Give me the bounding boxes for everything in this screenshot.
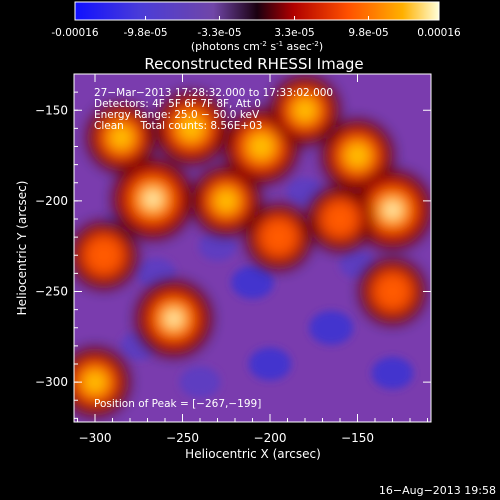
heatmap-hot-peak [248, 133, 275, 160]
colorbar-tick-label: 3.3e-05 [274, 27, 314, 39]
colorbar-tick-label: -9.8e-05 [123, 27, 167, 39]
heatmap-cold-spot [136, 258, 176, 289]
info-detectors: Detectors: 4F 5F 6F 7F 8F, Att 0 [94, 98, 261, 110]
info-energy-range: Energy Range: 25.0 − 50.0 keV [94, 109, 260, 121]
x-tick-label: −200 [254, 431, 287, 445]
x-axis: −300 −250 −200 −150 [77, 74, 428, 445]
heatmap-hot-max [167, 312, 181, 326]
heatmap-cold-spot [198, 231, 237, 261]
heatmap-hot-peak [83, 370, 107, 395]
info-time-range: 27−Mar−2013 17:28:32.000 to 17:33:02.000 [94, 87, 333, 99]
heatmap-hot-core [259, 218, 298, 257]
heatmap-cold-spot [286, 177, 324, 207]
heatmap-cold-spot [231, 266, 274, 299]
colorbar-tick-label: 9.8e-05 [348, 27, 388, 39]
heatmap-hot-peak [293, 98, 317, 123]
y-tick-label: −200 [35, 194, 68, 208]
colorbar-tick-label: 0.00016 [417, 27, 461, 39]
info-clean-counts: Clean Total counts: 8.56E+03 [94, 120, 263, 132]
y-tick-label: −250 [35, 285, 68, 299]
colorbar-units: (photons cm-2 s-1 asec-2) [191, 40, 323, 53]
x-axis-label: Heliocentric X (arcsec) [185, 447, 321, 461]
heatmap-hot-core [84, 235, 124, 275]
y-axis-label: Heliocentric Y (arcsec) [15, 181, 29, 316]
heatmap-hot-peak [178, 115, 205, 142]
y-tick-label: −300 [35, 375, 68, 389]
x-tick-label: −300 [79, 431, 112, 445]
heatmap-cold-spot [371, 356, 414, 390]
heatmap [74, 74, 431, 422]
colorbar-tick-label: -3.3e-05 [197, 27, 241, 39]
heatmap-hot-max [385, 203, 400, 217]
colorbar-ticks: -0.00016 -9.8e-05 -3.3e-05 3.3e-05 9.8e-05 0.… [51, 16, 461, 39]
x-tick-label: −250 [166, 431, 199, 445]
heatmap-hot-peak [109, 125, 134, 150]
colorbar [74, 1, 440, 21]
heatmap-hot-core [321, 200, 359, 238]
peak-position-label: Position of Peak = [−267,−199] [94, 398, 261, 410]
heatmap-cold-spot [248, 347, 292, 381]
chart-title: Reconstructed RHESSI Image [144, 55, 363, 73]
y-tick-label: −150 [35, 103, 68, 117]
y-axis: −300 −250 −200 −150 [35, 73, 431, 419]
heatmap-hot-peak [214, 188, 239, 213]
x-tick-label: −150 [341, 431, 374, 445]
heatmap-cold-spot [309, 310, 354, 345]
heatmap-hot-peak [344, 143, 371, 169]
footer-timestamp: 16−Aug−2013 19:58 [379, 484, 496, 497]
heatmap-cold-spot [179, 366, 221, 398]
heatmap-hot-max [145, 192, 160, 206]
heatmap-hot-core [373, 272, 412, 311]
colorbar-tick-label: -0.00016 [51, 27, 99, 39]
